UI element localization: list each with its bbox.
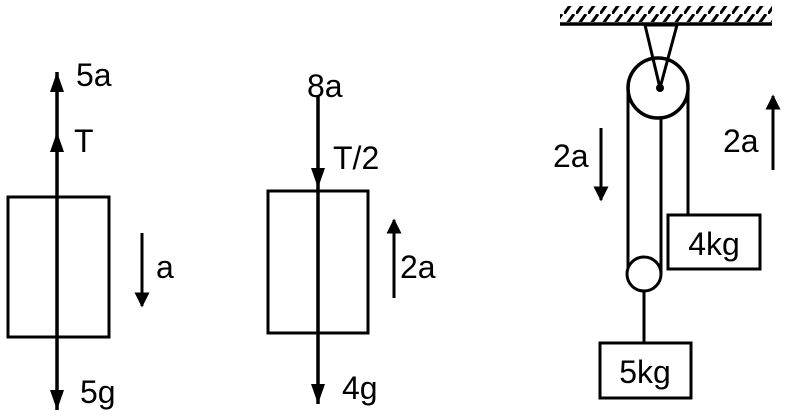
movable-pulley bbox=[625, 255, 663, 293]
block-4kg bbox=[666, 213, 762, 271]
arrow-down-weight-2 bbox=[311, 384, 325, 404]
arrow-down-weight-1 bbox=[50, 390, 64, 410]
label-2a-left: 2a bbox=[553, 138, 589, 174]
arrow-down-tension-2 bbox=[311, 168, 325, 188]
block-5kg bbox=[598, 341, 693, 400]
label-a: a bbox=[156, 249, 174, 285]
label-2a-right: 2a bbox=[723, 123, 759, 159]
label-2a-fbd: 2a bbox=[400, 249, 436, 285]
label-tension-T: T bbox=[74, 123, 94, 159]
arrow-up-top-1 bbox=[50, 72, 64, 92]
ceiling-hatching bbox=[560, 6, 772, 22]
label-4kg: 4kg bbox=[688, 226, 740, 262]
free-body-diagram-2: 8a T/2 2a 4g bbox=[266, 68, 436, 406]
label-5g: 5g bbox=[80, 374, 116, 410]
label-5kg: 5kg bbox=[619, 354, 671, 390]
label-4g: 4g bbox=[342, 370, 378, 406]
label-5a: 5a bbox=[76, 57, 112, 93]
fixed-pulley-axle bbox=[656, 84, 664, 92]
free-body-diagram-1: 5a T a 5g bbox=[6, 57, 174, 410]
label-tension-T-half: T/2 bbox=[333, 140, 379, 176]
label-8a: 8a bbox=[307, 68, 343, 104]
pulley-support bbox=[643, 23, 679, 89]
arrow-up-tension-1 bbox=[50, 132, 64, 152]
pulley-system: 4kg 5kg 2a 2a bbox=[553, 6, 781, 400]
